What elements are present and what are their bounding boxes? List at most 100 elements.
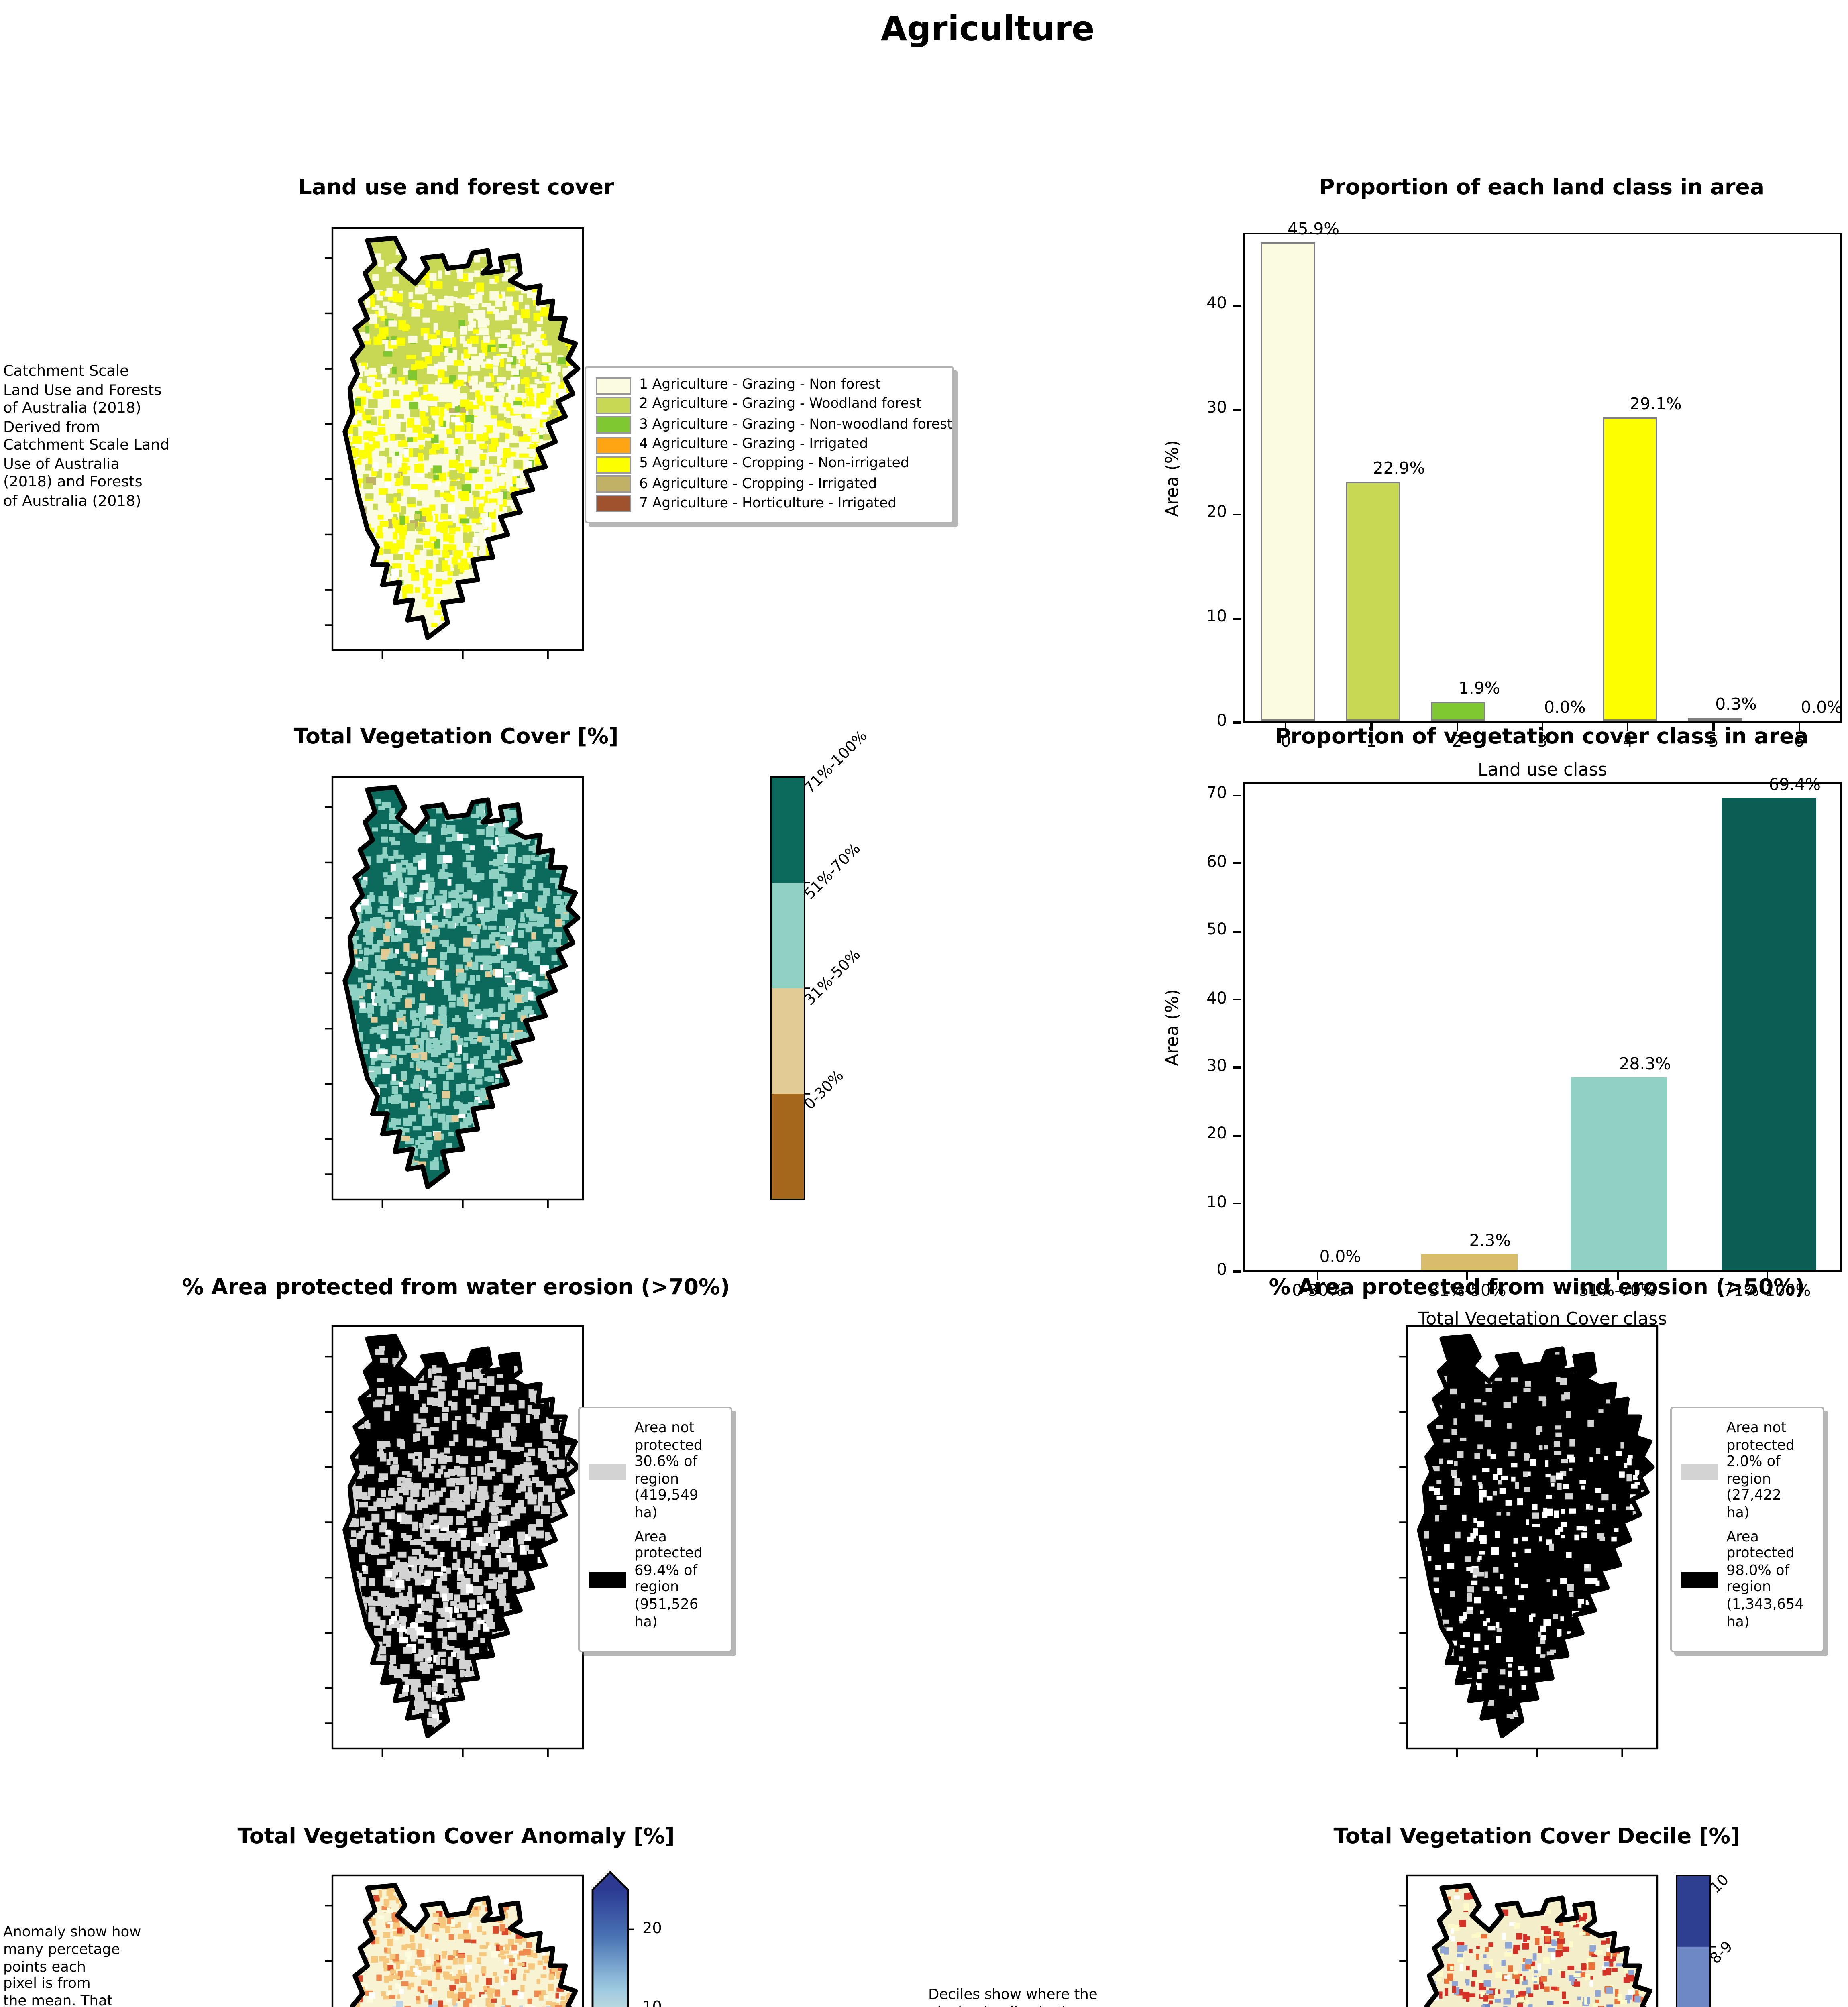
bar-value-label: 0.3% — [1715, 697, 1757, 715]
y-tick-label: 30 — [1206, 1058, 1227, 1076]
bar-value-label: 69.4% — [1769, 777, 1821, 795]
water-erosion-map — [325, 1325, 584, 1757]
legend-item: 4 Agriculture - Grazing - Irrigated — [596, 435, 943, 455]
y-tick — [1233, 1270, 1241, 1273]
anomaly-note: Anomaly show how many percetage points e… — [3, 1925, 141, 2007]
y-tick — [1233, 1067, 1241, 1069]
bar — [1431, 701, 1486, 721]
x-tick-label: 2 — [1452, 734, 1462, 751]
x-tick — [1616, 1272, 1618, 1280]
bar-value-label: 28.3% — [1619, 1056, 1671, 1075]
bar — [1260, 242, 1315, 721]
legend-item: 7 Agriculture - Horticulture - Irrigated — [596, 494, 943, 514]
y-tick — [1233, 794, 1241, 797]
bar — [1421, 1254, 1517, 1270]
wind-erosion-title: % Area protected from wind erosion (>50%… — [1269, 1276, 1805, 1301]
y-tick — [1233, 721, 1241, 724]
y-tick — [1233, 305, 1241, 307]
legend-swatch — [1681, 1572, 1718, 1589]
legend-item: 2 Agriculture - Grazing - Woodland fores… — [596, 395, 943, 415]
anomaly-colorbar — [591, 1871, 634, 2007]
y-tick — [1233, 409, 1241, 411]
anomaly-map-canvas — [325, 1874, 584, 2007]
colorbar-tick-label: 20 — [642, 1919, 662, 1938]
page-title: Agriculture — [880, 10, 1095, 48]
landuse-map — [325, 227, 584, 659]
legend-item: 6 Agriculture - Cropping - Irrigated — [596, 474, 943, 494]
y-tick-label: 40 — [1206, 990, 1227, 1008]
x-tick — [1766, 1272, 1768, 1280]
legend-swatch — [596, 377, 631, 395]
bar-value-label: 2.3% — [1469, 1234, 1511, 1252]
decile-map-title: Total Vegetation Cover Decile [%] — [1333, 1826, 1740, 1850]
landclass-chart-title: Proportion of each land class in area — [1319, 177, 1764, 201]
y-tick-label: 50 — [1206, 922, 1227, 940]
landuse-source-note: Catchment Scale Land Use and Forests of … — [3, 363, 170, 510]
x-tick-label: 5 — [1708, 734, 1719, 751]
y-tick — [1233, 862, 1241, 865]
legend-item: 5 Agriculture - Cropping - Non-irrigated — [596, 455, 943, 474]
legend-item: Area not protected 30.6% of region (419,… — [589, 1421, 721, 1523]
y-tick — [1233, 1203, 1241, 1205]
bar-value-label: 29.1% — [1630, 397, 1682, 415]
water-erosion-title: % Area protected from water erosion (>70… — [182, 1276, 730, 1301]
legend-swatch — [589, 1464, 626, 1480]
vegcover-colorbar — [770, 776, 810, 1200]
x-tick — [1627, 723, 1629, 731]
legend-label: Area not protected 2.0% of region (27,42… — [1726, 1421, 1795, 1522]
y-tick-label: 0 — [1216, 1262, 1227, 1280]
legend-item: Area protected 98.0% of region (1,343,65… — [1681, 1529, 1813, 1631]
water-erosion-legend: Area not protected 30.6% of region (419,… — [578, 1407, 732, 1653]
x-tick — [1712, 723, 1715, 731]
x-tick — [1798, 723, 1800, 731]
legend-swatch — [596, 475, 631, 493]
legend-label: Area protected 98.0% of region (1,343,65… — [1726, 1529, 1804, 1631]
legend-swatch — [596, 416, 631, 434]
legend-label: Area protected 69.4% of region (951,526 … — [634, 1529, 703, 1631]
y-tick-label: 0 — [1216, 713, 1227, 731]
legend-item: 3 Agriculture - Grazing - Non-woodland f… — [596, 415, 953, 435]
vegcover-map-title: Total Vegetation Cover [%] — [293, 726, 619, 750]
colorbar-tick-label: 10 — [642, 1999, 662, 2007]
legend-swatch — [596, 456, 631, 474]
y-tick-label: 20 — [1206, 504, 1227, 522]
bar-value-label: 0.0% — [1319, 1249, 1361, 1267]
y-tick — [1233, 998, 1241, 1001]
y-axis-label: Area (%) — [1162, 988, 1183, 1065]
x-tick — [1541, 723, 1544, 731]
x-tick-label: 1 — [1366, 734, 1377, 751]
legend-item: Area not protected 2.0% of region (27,42… — [1681, 1421, 1813, 1523]
bar — [1345, 482, 1400, 721]
bar-value-label: 22.9% — [1373, 461, 1425, 479]
y-axis-label: Area (%) — [1162, 439, 1183, 516]
y-tick-label: 40 — [1206, 296, 1227, 314]
x-tick-label: 31%-50% — [1429, 1283, 1506, 1301]
decile-map — [1399, 1874, 1659, 2007]
landclass-bar-chart: 45.9% 22.9% 1.9% 0.0% 29.1% 0.3% 0.0% 0 10 20 30 4… — [1162, 222, 1842, 780]
x-tick-label: 6 — [1794, 734, 1805, 751]
bar-value-label: 0.0% — [1544, 700, 1586, 718]
y-tick — [1233, 617, 1241, 619]
colorbar-class-label: 71%-100% — [801, 727, 871, 798]
decile-colorbar — [1676, 1875, 1716, 2007]
y-tick-label: 10 — [1206, 1194, 1227, 1212]
bar-value-label: 0.0% — [1801, 700, 1842, 718]
vegcover-map — [325, 776, 584, 1208]
bar-value-label: 45.9% — [1287, 222, 1340, 240]
decile-map-canvas — [1399, 1874, 1659, 2007]
vegcover-map-canvas — [325, 776, 584, 1208]
y-tick — [1233, 930, 1241, 933]
x-tick-label: 0-30% — [1292, 1283, 1344, 1301]
legend-item: 1 Agriculture - Grazing - Non forest — [596, 376, 943, 395]
vegclass-chart-title: Proportion of vegetation cover class in … — [1275, 726, 1809, 750]
y-tick-label: 30 — [1206, 400, 1227, 418]
legend-label: Area not protected 30.6% of region (419,… — [634, 1421, 703, 1522]
legend-swatch — [596, 396, 631, 414]
wind-erosion-map — [1399, 1325, 1659, 1757]
landuse-legend: 1 Agriculture - Grazing - Non forest 2 Ag… — [585, 366, 954, 524]
x-tick-label: 4 — [1623, 734, 1633, 751]
wind-erosion-map-canvas — [1399, 1325, 1659, 1757]
legend-label: 3 Agriculture - Grazing - Non-woodland f… — [639, 417, 953, 433]
x-axis-label: Land use class — [1477, 759, 1608, 780]
legend-swatch — [1681, 1464, 1718, 1480]
